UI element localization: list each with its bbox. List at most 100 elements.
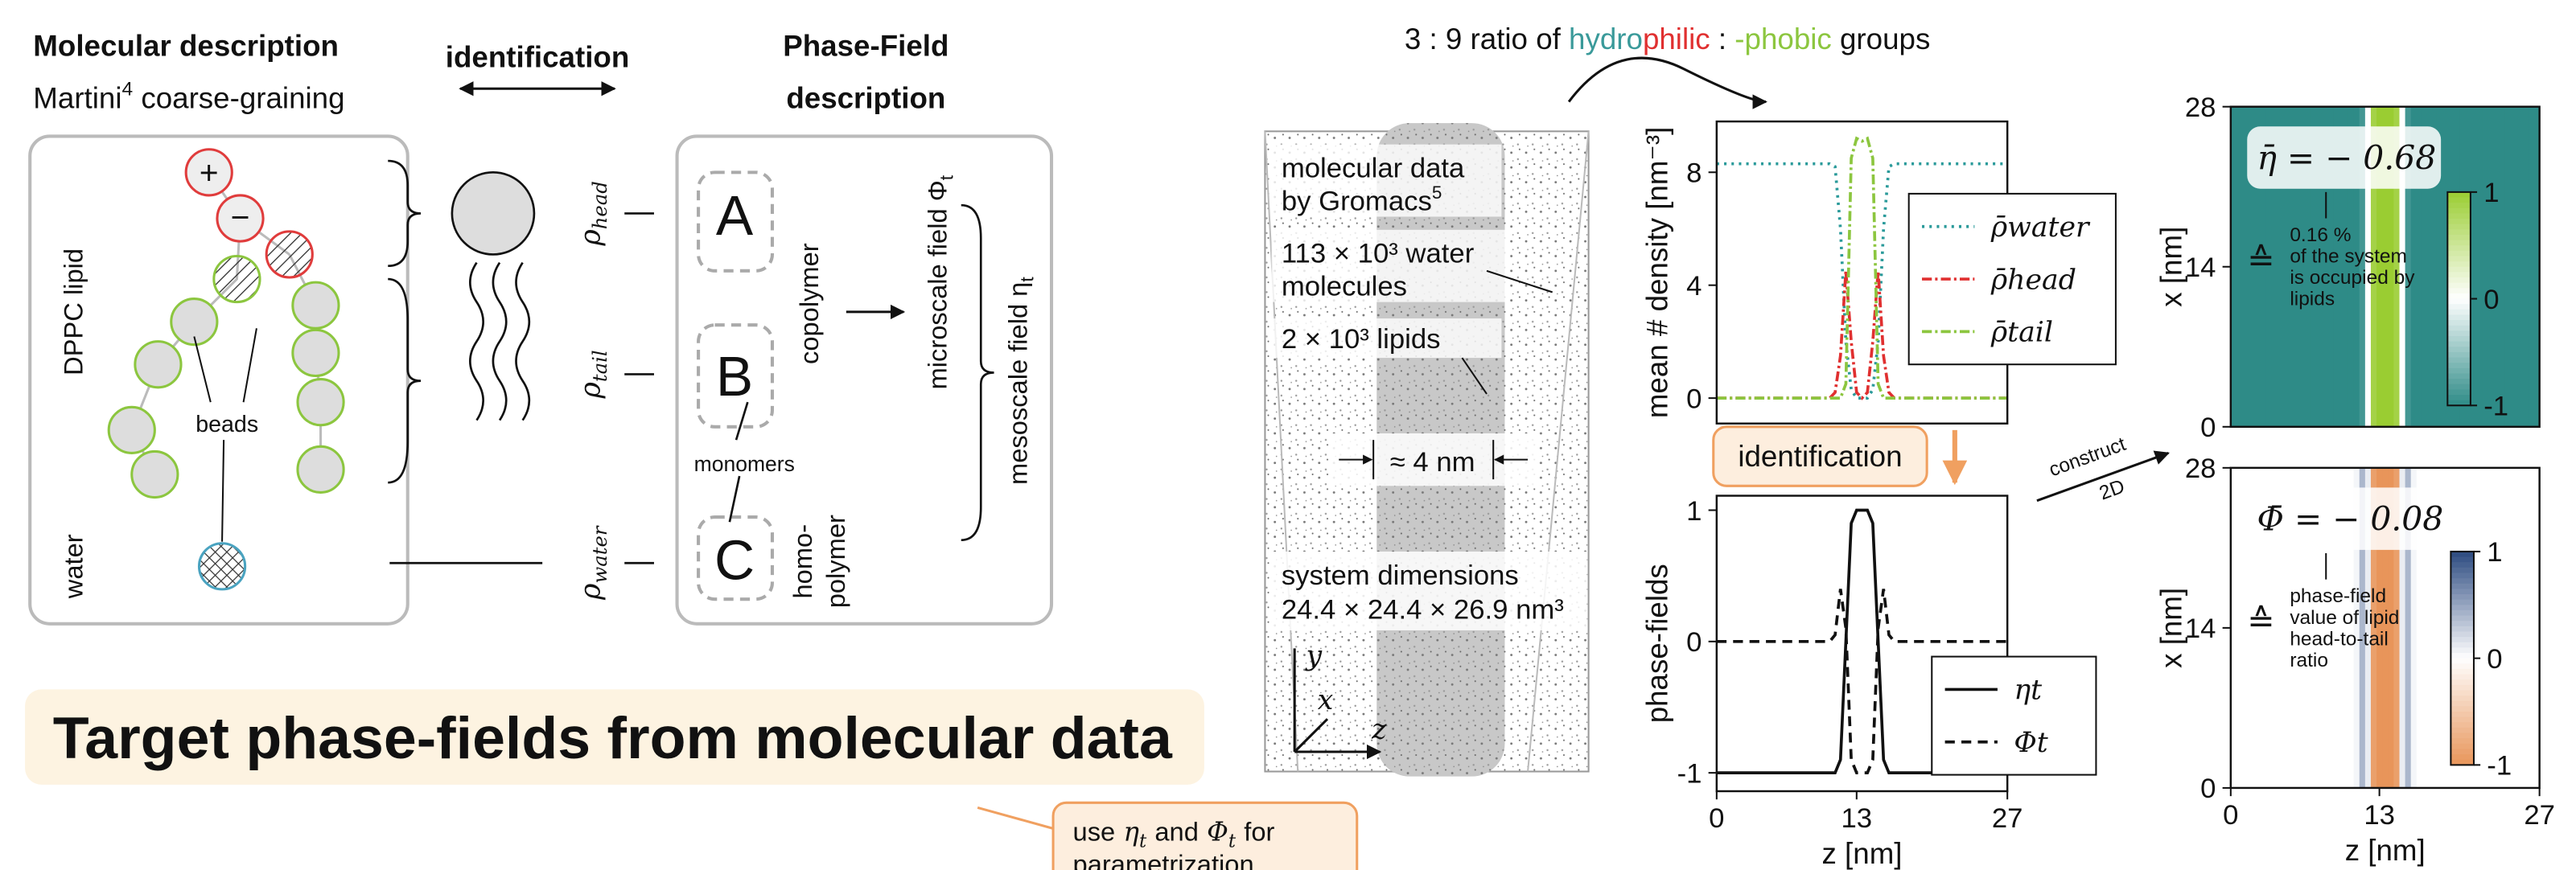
heat-cell (2399, 467, 2406, 788)
colorbar-step (2450, 589, 2474, 595)
label: monomers (694, 452, 795, 476)
colorbar-step (2450, 626, 2474, 633)
colorbar-step (2447, 203, 2471, 209)
arrow (2036, 450, 2170, 503)
legend-label: ρ̄head (1990, 264, 2076, 296)
heat-cell (2364, 467, 2372, 788)
label: by Gromacs5 (1282, 183, 1442, 216)
colorbar-step (2447, 394, 2471, 401)
y-tick-label: 8 (1686, 158, 1702, 189)
svg-text:+: + (200, 154, 219, 191)
colorbar-step (2447, 335, 2471, 343)
svg-text:−: − (231, 199, 250, 236)
y-tick-label: 28 (2185, 453, 2216, 484)
note: is occupied by (2290, 267, 2415, 289)
colorbar-step (2447, 224, 2471, 231)
y-tick-label: 14 (2185, 614, 2216, 644)
equiv: ≙ (2247, 241, 2274, 278)
note: use ηt and Φt for (1073, 816, 1275, 852)
colorbar-step (2447, 400, 2471, 407)
colorbar-step (2447, 261, 2471, 268)
y-axis-label: x [nm] (2155, 227, 2188, 307)
colorbar-step (2450, 594, 2474, 601)
box-labels: molecular data by Gromacs5 113 × 10³ wat… (1271, 144, 1587, 752)
legend-label: Φt (2014, 727, 2047, 759)
axis-label: y (1304, 640, 1322, 672)
axis-label: z (1371, 714, 1387, 746)
colorbar-step (2447, 330, 2471, 337)
note: ratio (2290, 650, 2328, 671)
y-tick-label: 0 (1686, 384, 1702, 414)
heat-cell (2416, 106, 2423, 427)
colorbar-step (2447, 314, 2471, 321)
colorbar-step (2447, 341, 2471, 348)
x-tick-label: 27 (1992, 803, 2023, 834)
colorbar-step (2450, 679, 2474, 686)
heat-cell (2359, 467, 2366, 788)
colorbar-step (2450, 605, 2474, 611)
subtitle: Martini4 coarse-graining (33, 78, 344, 114)
identification-drawing (388, 159, 994, 601)
heat-cell (2376, 467, 2383, 788)
banner-title: Target phase-fields from molecular data (53, 704, 1173, 771)
heat-cell (2528, 467, 2541, 788)
heat-cell (2353, 467, 2360, 788)
heat-cell (2504, 106, 2529, 427)
colorbar-step (2447, 309, 2471, 316)
colorbar-step (2450, 674, 2474, 681)
y-tick-label: -1 (1677, 758, 1702, 789)
heat-cell (2376, 106, 2383, 427)
densities: ρhead ρtail ρwater (575, 181, 611, 601)
annotation: η̄ = − 0.68 (2257, 138, 2436, 177)
colorbar-step (2450, 572, 2474, 579)
heat-cell (2399, 106, 2406, 427)
colorbar-step (2447, 384, 2471, 391)
colorbar-tick-label: 0 (2487, 644, 2502, 675)
x-axis-label: z [nm] (1821, 837, 1902, 870)
label: ≈ 4 nm (1390, 447, 1475, 478)
colorbar-step (2447, 256, 2471, 262)
note: lipids (2290, 289, 2335, 310)
colorbar-step (2450, 562, 2474, 568)
axis-label: x (1318, 684, 1334, 716)
label: copolymer (794, 243, 824, 364)
heat-cell (2405, 106, 2412, 427)
monomer: B (716, 345, 753, 408)
heat-cell (2370, 467, 2377, 788)
colorbar-step (2447, 250, 2471, 257)
x-tick-label: 0 (2223, 800, 2238, 831)
colorbar-step (2450, 647, 2474, 654)
x-tick-label: 0 (1709, 803, 1724, 834)
y-axis-label: mean # density [nm⁻³] (1641, 127, 1674, 418)
plot-frame (2229, 466, 2541, 790)
colorbar-step (2447, 266, 2471, 273)
series-line (1716, 136, 2008, 400)
annotation-box (2247, 487, 2442, 550)
colorbar-step (2447, 288, 2471, 294)
legend (1931, 655, 2097, 776)
heat-cell (2353, 106, 2360, 427)
x-tick-label: 27 (2524, 800, 2555, 831)
colorbar-step (2447, 347, 2471, 353)
heading: Molecular description (33, 29, 339, 62)
heat-cell (2482, 106, 2506, 427)
colorbar-step (2450, 716, 2474, 724)
y-tick-label: 0 (1686, 627, 1702, 658)
colorbar-step (2450, 754, 2474, 761)
colorbar-step (2447, 293, 2471, 300)
colorbar-step (2450, 615, 2474, 622)
colorbar-step (2450, 583, 2474, 590)
colorbar-step (2450, 696, 2474, 702)
colorbar-step (2447, 320, 2471, 326)
note: of the system (2290, 246, 2407, 268)
colorbar-step (2450, 668, 2474, 675)
y-axis-label: x [nm] (2155, 588, 2188, 668)
series-line (1716, 508, 2008, 774)
series-line (1716, 162, 2008, 400)
y-tick-label: 0 (2200, 774, 2216, 804)
colorbar-step (2450, 578, 2474, 585)
colorbar-step (2450, 706, 2474, 712)
colorbar-step (2447, 191, 2471, 199)
colorbar-step (2450, 637, 2474, 643)
